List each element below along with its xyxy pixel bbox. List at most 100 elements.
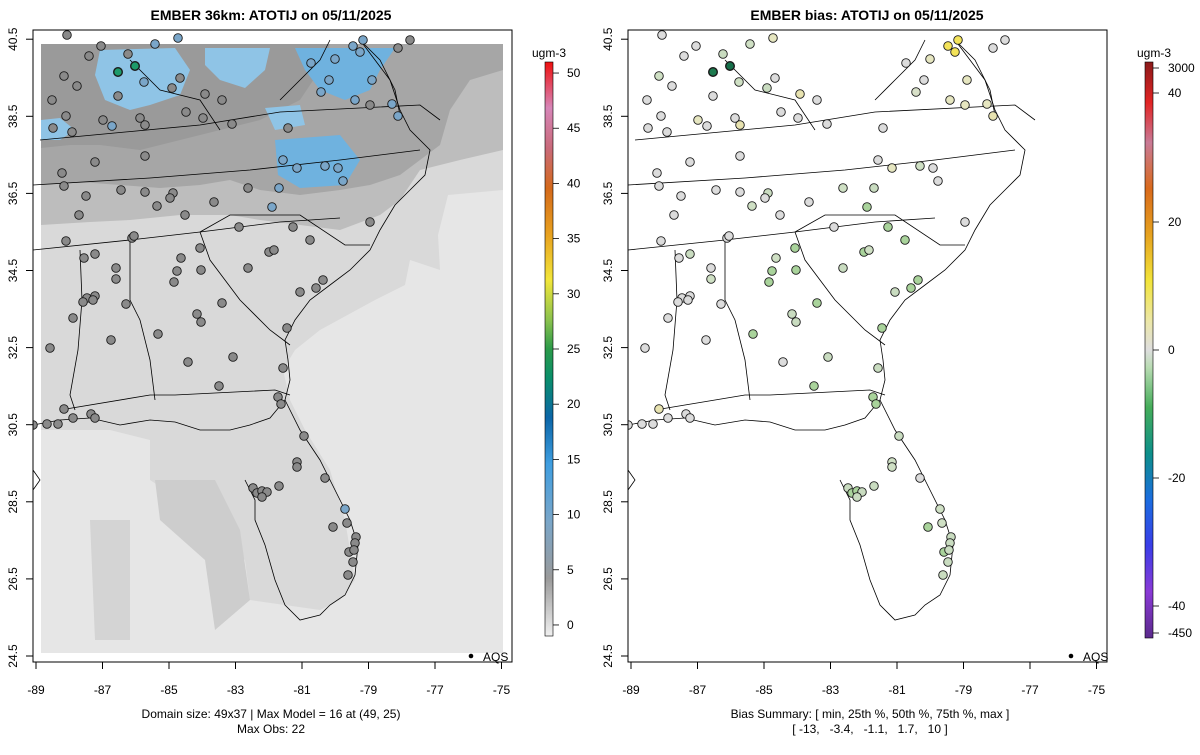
colorbar-tick-label: 45 [567, 121, 581, 135]
aqs-site-marker [180, 210, 190, 220]
bias-site-marker [887, 462, 897, 472]
model-sites [33, 30, 415, 580]
aqs-site-marker [348, 557, 358, 567]
bias-site-marker [822, 119, 832, 129]
aqs-site-marker [67, 127, 77, 137]
bias-site-marker [962, 75, 972, 85]
bias-site-marker [776, 107, 786, 117]
bias-state-line-9 [724, 59, 816, 131]
colorbar-tick-label: 20 [1168, 215, 1182, 229]
aqs-site-marker [113, 91, 123, 101]
colorbar-tick-label: 35 [567, 232, 581, 246]
x-tick-label: -89 [27, 683, 45, 697]
aqs-site-marker [90, 157, 100, 167]
model-coastline [33, 39, 431, 431]
colorbar-tick-label: 3000 [1168, 61, 1195, 75]
x-tick-label: -77 [1021, 683, 1039, 697]
aqs-site-marker [78, 297, 88, 307]
aqs-site-marker [169, 277, 179, 287]
bias-site-marker [901, 58, 911, 68]
bias-site-marker [953, 35, 963, 45]
aqs-site-marker [333, 163, 343, 173]
bias-state-line-7 [664, 249, 678, 411]
bias-florida-coast [839, 399, 954, 621]
bias-site-marker [795, 89, 805, 99]
aqs-site-marker [198, 113, 208, 123]
bias-site-marker [708, 66, 719, 77]
bias-site-marker [735, 187, 745, 197]
aqs-site-marker [72, 81, 82, 91]
bias-site-marker [906, 283, 916, 293]
bias-site-marker [767, 266, 777, 276]
bias-site-marker [935, 504, 945, 514]
aqs-site-marker [365, 100, 375, 110]
aqs-site-marker [140, 187, 150, 197]
x-tick-label: -75 [493, 683, 511, 697]
aqs-site-marker [274, 183, 284, 193]
model-panel: EMBER 36km: ATOTIJ on 05/11/2025 [6, 7, 581, 736]
bias-site-marker [708, 91, 718, 101]
bias-site-marker [691, 41, 701, 51]
model-state-line-2 [33, 149, 421, 186]
aqs-site-marker [355, 47, 365, 57]
aqs-site-marker [320, 473, 330, 483]
chart-title-model: EMBER 36km: ATOTIJ on 05/11/2025 [151, 7, 392, 23]
aqs-site-marker [61, 111, 71, 121]
bias-summary-values: [ -13, -3.4, -1.1, 1.7, 10 ] [792, 722, 947, 736]
y-tick-label: 32.5 [601, 336, 615, 360]
bias-site-marker [640, 343, 650, 353]
bias-site-marker [878, 123, 888, 133]
model-grid-florida [155, 480, 250, 630]
aqs-site-marker [98, 115, 108, 125]
aqs-site-marker [90, 413, 100, 423]
aqs-site-marker [295, 287, 305, 297]
bias-site-marker [862, 202, 872, 212]
bias-site-marker [793, 113, 803, 123]
bias-site-marker [1000, 35, 1010, 45]
bias-site-marker [928, 163, 938, 173]
bias-site-marker [871, 399, 881, 409]
model-grid-blue-east [295, 48, 395, 100]
aqs-site-marker [316, 87, 326, 97]
colorbar-tick-label: 40 [567, 176, 581, 190]
aqs-site-marker [209, 197, 219, 207]
x-tick-label: -81 [888, 683, 906, 697]
aqs-site-marker [175, 73, 185, 83]
bias-sites [628, 30, 1010, 580]
chart-title-bias: EMBER bias: ATOTIJ on 05/11/2025 [750, 7, 983, 23]
aqs-site-marker [358, 35, 368, 45]
bias-site-marker [812, 95, 822, 105]
bias-panel: EMBER bias: ATOTIJ on 05/11/2025 [601, 7, 1195, 736]
colorbar-tick-label: 25 [567, 342, 581, 356]
model-mexico-edge [33, 469, 41, 491]
bias-site-marker [764, 277, 774, 287]
y-tick-label: 30.5 [6, 413, 20, 437]
bias-mexico-edge [628, 469, 636, 491]
aqs-site-marker [393, 43, 403, 53]
aqs-site-marker [292, 462, 302, 472]
colorbar-tick-label: 0 [1168, 343, 1175, 357]
aqs-site-marker [47, 95, 57, 105]
bias-site-marker [770, 73, 780, 83]
aqs-site-marker [68, 413, 78, 423]
aqs-site-marker [112, 66, 123, 77]
x-tick-label: -85 [755, 683, 773, 697]
bias-site-marker [725, 61, 736, 72]
aqs-site-marker [62, 30, 72, 40]
bias-site-marker [685, 413, 695, 423]
bias-state-line-8 [654, 389, 886, 411]
model-grid-blue-north [205, 48, 270, 88]
bias-site-marker [637, 419, 647, 429]
bias-site-marker [760, 193, 770, 203]
bias-site-marker [919, 75, 929, 85]
bias-site-marker [925, 54, 935, 64]
bias-site-marker [642, 95, 652, 105]
bias-site-marker [667, 81, 677, 91]
bias-site-marker [804, 197, 814, 207]
aqs-site-marker [328, 522, 338, 532]
aqs-site-marker [152, 201, 162, 211]
y-tick-label: 36.5 [6, 181, 20, 205]
bias-site-marker [791, 265, 801, 275]
colorbar-tick-label: 40 [1168, 86, 1182, 100]
x-tick-label: -89 [622, 683, 640, 697]
